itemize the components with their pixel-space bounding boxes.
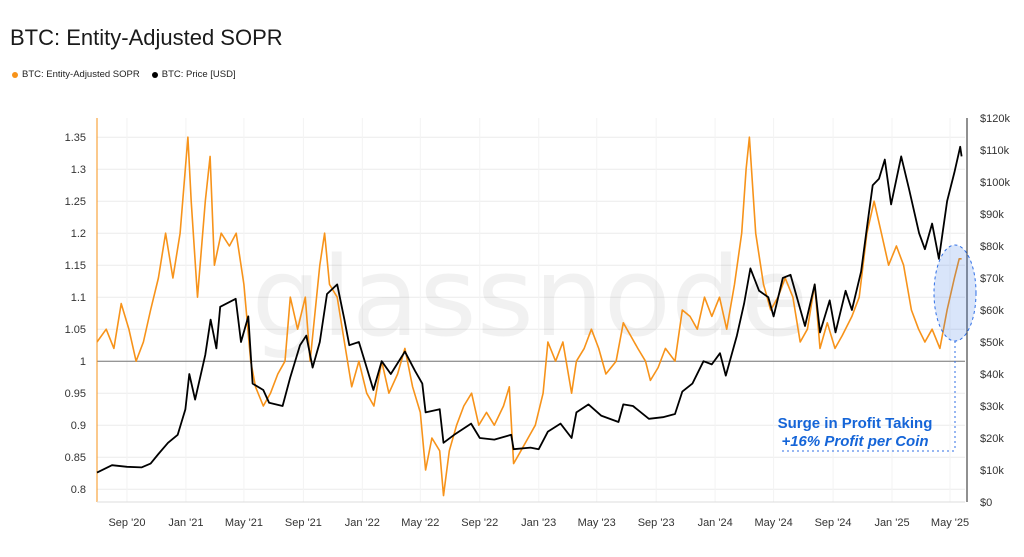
x-tick-label: Jan '22	[345, 517, 380, 529]
x-tick-label: Sep '23	[638, 517, 675, 529]
x-tick-label: Sep '20	[108, 517, 145, 529]
y-right-tick-label: $20k	[980, 433, 1004, 445]
y-right-tick-label: $50k	[980, 337, 1004, 349]
highlight-ellipse	[933, 244, 977, 342]
y-left-tick-label: 1.25	[65, 196, 86, 208]
series-line-price	[96, 145, 963, 474]
x-tick-label: May '24	[755, 517, 793, 529]
x-tick-label: Jan '23	[521, 517, 556, 529]
y-right-tick-label: $0	[980, 497, 992, 509]
y-right-tick-label: $60k	[980, 305, 1004, 317]
y-right-tick-label: $90k	[980, 209, 1004, 221]
series-layer	[96, 136, 963, 497]
legend-label-price: BTC: Price [USD]	[161, 69, 236, 80]
y-left-tick-label: 1.15	[65, 260, 86, 272]
y-right-tick-label: $120k	[980, 113, 1010, 125]
y-left-tick-label: 0.8	[71, 484, 86, 496]
x-tick-label: May '23	[578, 517, 616, 529]
chart-title: BTC: Entity-Adjusted SOPR	[10, 25, 283, 50]
legend-label-sopr: BTC: Entity-Adjusted SOPR	[22, 69, 140, 80]
y-left-tick-label: 1.35	[65, 132, 86, 144]
x-tick-label: Jan '25	[874, 517, 909, 529]
y-left-tick-label: 0.95	[65, 388, 86, 400]
watermark: glassnode	[252, 233, 809, 361]
y-right-tick-label: $40k	[980, 369, 1004, 381]
legend-swatch-price	[151, 71, 158, 78]
y-right-tick-label: $100k	[980, 177, 1010, 189]
legend-item-sopr[interactable]: BTC: Entity-Adjusted SOPR	[12, 69, 140, 80]
annotation-line-2: +16% Profit per Coin	[781, 433, 928, 450]
x-tick-label: Jan '24	[698, 517, 733, 529]
y-left-tick-label: 1.2	[71, 228, 86, 240]
annotation-layer: Surge in Profit Taking +16% Profit per C…	[778, 244, 977, 452]
x-tick-label: Jan '21	[168, 517, 203, 529]
y-right-tick-label: $10k	[980, 465, 1004, 477]
x-tick-label: Sep '24	[815, 517, 852, 529]
legend-item-price[interactable]: BTC: Price [USD]	[151, 69, 236, 80]
x-tick-label: Sep '21	[285, 517, 322, 529]
y-left-tick-label: 0.85	[65, 452, 86, 464]
y-right-tick-label: $110k	[980, 145, 1010, 157]
y-left-tick-label: 1.3	[71, 164, 86, 176]
legend-swatch-sopr	[12, 71, 18, 78]
y-left-tick-label: 1.1	[71, 292, 86, 304]
y-right-tick-label: $70k	[980, 273, 1004, 285]
legend: BTC: Entity-Adjusted SOPR BTC: Price [US…	[12, 69, 236, 80]
x-tick-label: May '22	[401, 517, 439, 529]
annotation-line-1: Surge in Profit Taking	[778, 415, 933, 432]
y-right-tick-label: $80k	[980, 241, 1004, 253]
y-right-tick-label: $30k	[980, 401, 1004, 413]
y-left-tick-label: 1.05	[65, 324, 86, 336]
y-left-tick-label: 0.9	[71, 420, 86, 432]
y-left-tick-label: 1	[80, 356, 86, 368]
x-tick-label: Sep '22	[461, 517, 498, 529]
x-tick-label: May '25	[931, 517, 969, 529]
axes: 0.8 0.85 0.9 0.95 1 1.05 1.1 1.15 1.2 1.25 1.3 1.35…	[65, 113, 1011, 529]
x-tick-label: May '21	[225, 517, 263, 529]
